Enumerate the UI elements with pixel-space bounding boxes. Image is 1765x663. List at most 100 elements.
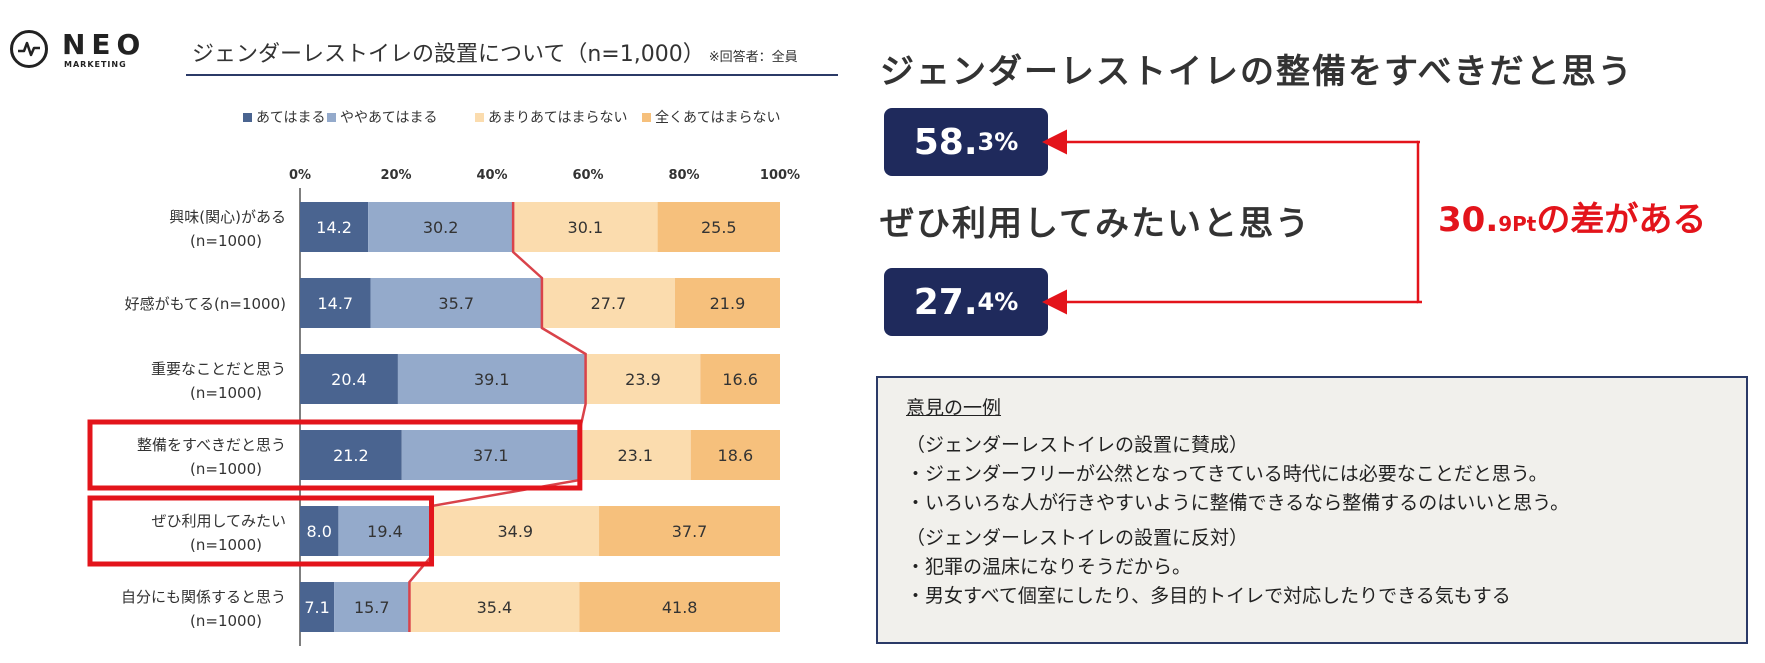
bar-value-label: 21.9 <box>710 294 746 313</box>
category-label: 自分にも関係すると思う <box>121 588 286 606</box>
maintenance-percent-major: 58. <box>913 121 978 163</box>
difference-suffix: の差がある <box>1536 200 1707 240</box>
maintenance-percent-box: 58. 3% <box>884 108 1048 176</box>
highlight-box <box>87 495 435 567</box>
category-label: 好感がもてる(n=1000) <box>125 295 286 313</box>
bar-segment <box>397 354 586 404</box>
chart-title: ジェンダーレストイレの設置について（n=1,000） ※回答者：全員 <box>192 36 798 68</box>
bar-segment <box>579 582 780 632</box>
bar-segment <box>300 506 339 556</box>
bar-segment <box>368 202 514 252</box>
chart-title-note: ※回答者：全員 <box>708 50 798 65</box>
bar-value-label: 14.2 <box>316 218 352 237</box>
bracket-line <box>1416 140 1422 304</box>
bar-segment <box>300 202 369 252</box>
maintenance-heading: ジェンダーレストイレの整備をすべきだと思う <box>880 52 1634 92</box>
difference-bracket-arrow <box>1042 129 1422 315</box>
category-label: ぜひ利用してみたい <box>151 512 286 530</box>
legend-swatch <box>243 113 252 122</box>
top2-connector-line <box>408 202 587 632</box>
bar-value-label: 27.7 <box>591 294 627 313</box>
category-sample-label: (n=1000) <box>190 612 262 630</box>
bar-segment <box>334 582 410 632</box>
bar-segment <box>657 202 780 252</box>
bar-value-label: 19.4 <box>367 522 403 541</box>
usage-percent-minor: 4% <box>977 288 1019 316</box>
usage-percent-box: 27. 4% <box>884 268 1048 336</box>
maintenance-percent-minor: 3% <box>977 128 1019 156</box>
bar-value-label: 15.7 <box>354 598 390 617</box>
bar-value-label: 37.1 <box>473 446 509 465</box>
bar-segment <box>338 506 432 556</box>
x-tick-label: 40% <box>476 168 507 183</box>
list-item: ・いろいろな人が行きやすいように整備できるなら整備するのはいいと思う。 <box>906 492 1570 514</box>
x-tick-label: 0% <box>289 168 311 183</box>
bar-value-label: 18.6 <box>718 446 754 465</box>
category-label: 重要なことだと思う <box>151 360 286 378</box>
pro-opinions: （ジェンダーレストイレの設置に賛成） ・ジェンダーフリーが公然となってきている時… <box>906 431 1718 518</box>
pro-heading: （ジェンダーレストイレの設置に賛成） <box>906 434 1249 456</box>
bar-value-label: 7.1 <box>304 598 329 617</box>
bar-value-label: 41.8 <box>662 598 698 617</box>
category-sample-label: (n=1000) <box>190 536 262 554</box>
bar-value-label: 21.2 <box>333 446 369 465</box>
difference-label: 30.9Ptの差がある <box>1438 192 1706 241</box>
con-heading: （ジェンダーレストイレの設置に反対） <box>906 527 1249 549</box>
bar-segment <box>300 354 398 404</box>
category-sample-label: (n=1000) <box>190 460 262 478</box>
legend-label: あてはまる <box>256 110 325 126</box>
bar-value-label: 23.9 <box>625 370 661 389</box>
bar-value-label: 14.7 <box>317 294 353 313</box>
x-tick-label: 60% <box>572 168 603 183</box>
usage-heading: ぜひ利用してみたいと思う <box>880 204 1311 244</box>
logo-pulse-icon <box>10 30 48 68</box>
usage-percent-major: 27. <box>913 281 978 323</box>
opinion-examples-box: 意見の一例 （ジェンダーレストイレの設置に賛成） ・ジェンダーフリーが公然となっ… <box>876 376 1748 644</box>
category-sample-label: (n=1000) <box>190 384 262 402</box>
bar-segment <box>401 430 580 480</box>
difference-minor: 9Pt <box>1498 212 1537 236</box>
logo-name: NEO <box>62 28 147 61</box>
category-sample-label: (n=1000) <box>190 232 262 250</box>
legend-label: あまりあてはまらない <box>488 110 627 126</box>
bar-value-label: 35.7 <box>438 294 474 313</box>
difference-major: 30. <box>1438 200 1499 240</box>
stacked-bar-chart: あてはまる ややあてはまる あまりあてはまらない 全くあてはまらない 0% 20% 40% 6… <box>87 109 800 646</box>
bar-segment <box>579 430 691 480</box>
bar-value-label: 34.9 <box>497 522 533 541</box>
x-tick-label: 20% <box>380 168 411 183</box>
x-tick-label: 80% <box>668 168 699 183</box>
bar-segment <box>370 278 542 328</box>
bar-value-label: 16.6 <box>722 370 758 389</box>
bar-value-label: 39.1 <box>474 370 510 389</box>
legend-label: 全くあてはまらない <box>655 109 780 126</box>
bar-value-label: 23.1 <box>617 446 653 465</box>
opinion-title: 意見の一例 <box>906 397 1002 419</box>
list-item: ・犯罪の温床になりそうだから。 <box>906 556 1192 578</box>
bar-segment <box>300 278 371 328</box>
list-item: ・男女すべて個室にしたり、多目的トイレで対応したりできる気もする <box>906 585 1511 607</box>
category-label: 整備をすべきだと思う <box>137 436 286 454</box>
x-tick-label: 100% <box>760 168 800 183</box>
bar-segment <box>690 430 780 480</box>
legend-swatch <box>475 113 484 122</box>
legend-label: ややあてはまる <box>340 110 437 126</box>
con-opinions: （ジェンダーレストイレの設置に反対） ・犯罪の温床になりそうだから。 ・男女すべ… <box>906 524 1718 611</box>
logo-subtitle: MARKETING <box>64 60 127 69</box>
neo-marketing-logo: NEO MARKETING <box>10 28 160 76</box>
bar-segment <box>599 506 780 556</box>
list-item: ・ジェンダーフリーが公然となってきている時代には必要なことだと思う。 <box>906 463 1548 485</box>
legend-swatch <box>642 113 651 122</box>
bar-value-label: 35.4 <box>477 598 513 617</box>
bar-segment <box>700 354 780 404</box>
bar-segment <box>300 582 335 632</box>
bar-segment <box>674 278 780 328</box>
chart-title-text: ジェンダーレストイレの設置について（n=1,000） <box>192 42 705 67</box>
highlight-box <box>87 419 583 491</box>
bar-segment <box>541 278 675 328</box>
bar-segment <box>409 582 580 632</box>
bar-segment <box>431 506 600 556</box>
bar-segment <box>513 202 658 252</box>
bar-segment <box>585 354 701 404</box>
bar-value-label: 30.1 <box>568 218 604 237</box>
